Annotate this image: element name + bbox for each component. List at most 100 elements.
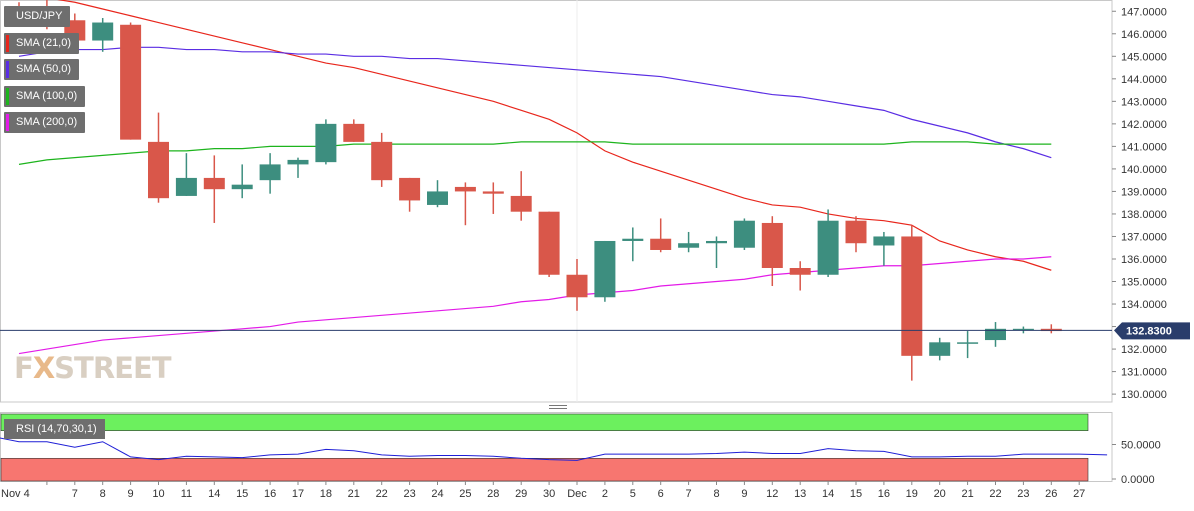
legend-color-swatch xyxy=(6,87,9,105)
x-tick-label: 29 xyxy=(515,488,527,500)
symbol-label[interactable]: USD/JPY xyxy=(4,6,71,27)
x-tick-label: 8 xyxy=(100,488,106,500)
candle-body xyxy=(315,123,337,163)
sma-line xyxy=(57,0,1052,271)
candle-body xyxy=(538,211,560,275)
candle-body xyxy=(203,177,225,190)
legend-label: USD/JPY xyxy=(16,10,63,22)
y-tick-label: 132.0000 xyxy=(1121,344,1167,356)
legend-color-swatch xyxy=(6,61,9,78)
y-tick-label: 147.0000 xyxy=(1121,6,1167,18)
sma-legend-item[interactable]: SMA (100,0) xyxy=(4,85,86,107)
sma-line xyxy=(18,256,1052,355)
x-tick-label: 28 xyxy=(487,488,499,500)
y-tick-label: 146.0000 xyxy=(1121,29,1167,41)
x-tick-label: 30 xyxy=(543,488,555,500)
logo-text: FXSTREET xyxy=(14,351,172,385)
x-tick-label: 14 xyxy=(822,488,834,500)
sma-legend-item[interactable]: SMA (200,0) xyxy=(4,112,86,133)
candle-body xyxy=(594,240,616,298)
y-tick-label: 136.0000 xyxy=(1121,254,1167,266)
x-tick-label: 23 xyxy=(403,488,415,500)
pane-resize-handle[interactable] xyxy=(549,405,567,411)
y-tick-label: 131.0000 xyxy=(1121,367,1167,379)
candle-body xyxy=(706,240,727,244)
x-tick-label: 8 xyxy=(713,488,719,500)
candle-body xyxy=(845,220,867,244)
x-tick-label: 22 xyxy=(376,488,388,500)
candle-body xyxy=(650,238,672,250)
x-tick-label: 21 xyxy=(348,488,360,500)
y-tick-label: 141.0000 xyxy=(1121,141,1167,153)
candle-body xyxy=(427,191,448,205)
rsi-tick-label: 0.0000 xyxy=(1121,474,1155,486)
legend-color-swatch xyxy=(6,114,9,131)
sma-legend-item[interactable]: SMA (21,0) xyxy=(4,32,80,54)
candle-body xyxy=(231,184,253,190)
y-tick-label: 143.0000 xyxy=(1121,96,1167,108)
candle-body xyxy=(120,24,142,140)
candle-body xyxy=(399,177,421,201)
y-tick-label: 130.0000 xyxy=(1121,389,1167,401)
current-price-value: 132.8300 xyxy=(1126,325,1172,337)
x-tick-label: 7 xyxy=(72,488,78,500)
candle-body xyxy=(566,274,588,298)
candle-body xyxy=(175,177,197,196)
y-tick-label: 134.0000 xyxy=(1121,299,1167,311)
candle-body xyxy=(901,236,923,356)
sma-legend-item[interactable]: SMA (50,0) xyxy=(4,59,80,80)
candle-body xyxy=(761,222,783,268)
x-tick-label: 17 xyxy=(292,488,304,500)
candle-body xyxy=(817,220,839,275)
x-tick-label: 12 xyxy=(766,488,778,500)
x-tick-label: 22 xyxy=(989,488,1001,500)
legend-color-swatch xyxy=(6,34,9,52)
candle-body xyxy=(148,141,169,199)
x-tick-label: 15 xyxy=(850,488,862,500)
rsi-legend-label: RSI (14,70,30,1) xyxy=(4,419,105,439)
candle-body xyxy=(287,159,309,165)
x-tick-label: 23 xyxy=(1017,488,1029,500)
candle-body xyxy=(985,328,1006,341)
current-price-pointer xyxy=(1114,322,1122,340)
legend-label: SMA (50,0) xyxy=(16,63,72,75)
candle-body xyxy=(454,186,476,192)
x-tick-label: 24 xyxy=(431,488,443,500)
x-tick-label: 21 xyxy=(961,488,973,500)
x-tick-label: 27 xyxy=(1073,488,1085,500)
rsi-line xyxy=(0,437,1108,461)
x-tick-label: 10 xyxy=(152,488,164,500)
sma-line xyxy=(18,141,1052,165)
x-tick-label: 9 xyxy=(741,488,747,500)
x-tick-label: 18 xyxy=(320,488,332,500)
y-tick-label: 135.0000 xyxy=(1121,277,1167,289)
x-tick-label: 5 xyxy=(630,488,636,500)
y-tick-label: 137.0000 xyxy=(1121,231,1167,243)
price-pane-frame xyxy=(0,0,1113,403)
y-tick-label: 142.0000 xyxy=(1121,119,1167,131)
candle-body xyxy=(733,220,755,248)
current-price-badge xyxy=(1122,322,1190,340)
candle-body xyxy=(371,141,393,181)
x-tick-label: 25 xyxy=(459,488,471,500)
sma-line xyxy=(18,46,1052,159)
y-tick-label: 138.0000 xyxy=(1121,209,1167,221)
x-tick-label: 16 xyxy=(878,488,890,500)
x-tick-label: 26 xyxy=(1045,488,1057,500)
x-tick-label: 13 xyxy=(794,488,806,500)
x-tick-label: 7 xyxy=(686,488,692,500)
x-tick-label: 19 xyxy=(906,488,918,500)
x-tick-label: 16 xyxy=(264,488,276,500)
rsi-tick-label: 50.0000 xyxy=(1121,440,1161,452)
legend-label: SMA (200,0) xyxy=(16,116,78,128)
legend-label: SMA (21,0) xyxy=(16,36,72,49)
x-tick-label: Dec xyxy=(567,488,587,500)
x-tick-label: 2 xyxy=(602,488,608,500)
candle-body xyxy=(873,236,895,246)
y-tick-label: 139.0000 xyxy=(1121,186,1167,198)
rsi-oversold-zone xyxy=(0,457,1089,482)
candle-body xyxy=(929,342,951,356)
candle-body xyxy=(1012,328,1034,331)
